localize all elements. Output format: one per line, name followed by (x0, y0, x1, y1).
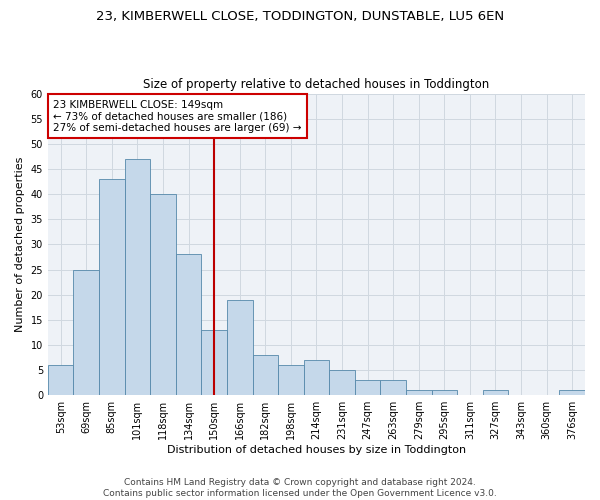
X-axis label: Distribution of detached houses by size in Toddington: Distribution of detached houses by size … (167, 445, 466, 455)
Text: 23 KIMBERWELL CLOSE: 149sqm
← 73% of detached houses are smaller (186)
27% of se: 23 KIMBERWELL CLOSE: 149sqm ← 73% of det… (53, 100, 302, 133)
Bar (329, 370, 355, 395)
Title: Size of property relative to detached houses in Toddington: Size of property relative to detached ho… (143, 78, 490, 91)
Bar (150, 194, 176, 395)
Bar (99, 179, 125, 395)
Bar (304, 360, 329, 395)
Text: 23, KIMBERWELL CLOSE, TODDINGTON, DUNSTABLE, LU5 6EN: 23, KIMBERWELL CLOSE, TODDINGTON, DUNSTA… (96, 10, 504, 23)
Bar (406, 390, 431, 395)
Bar (73, 270, 99, 395)
Bar (176, 254, 202, 395)
Bar (431, 390, 457, 395)
Bar (559, 390, 585, 395)
Bar (48, 365, 73, 395)
Bar (253, 355, 278, 395)
Bar (278, 365, 304, 395)
Text: Contains HM Land Registry data © Crown copyright and database right 2024.
Contai: Contains HM Land Registry data © Crown c… (103, 478, 497, 498)
Bar (125, 159, 150, 395)
Bar (355, 380, 380, 395)
Y-axis label: Number of detached properties: Number of detached properties (15, 156, 25, 332)
Bar (482, 390, 508, 395)
Bar (380, 380, 406, 395)
Bar (227, 300, 253, 395)
Bar (202, 330, 227, 395)
